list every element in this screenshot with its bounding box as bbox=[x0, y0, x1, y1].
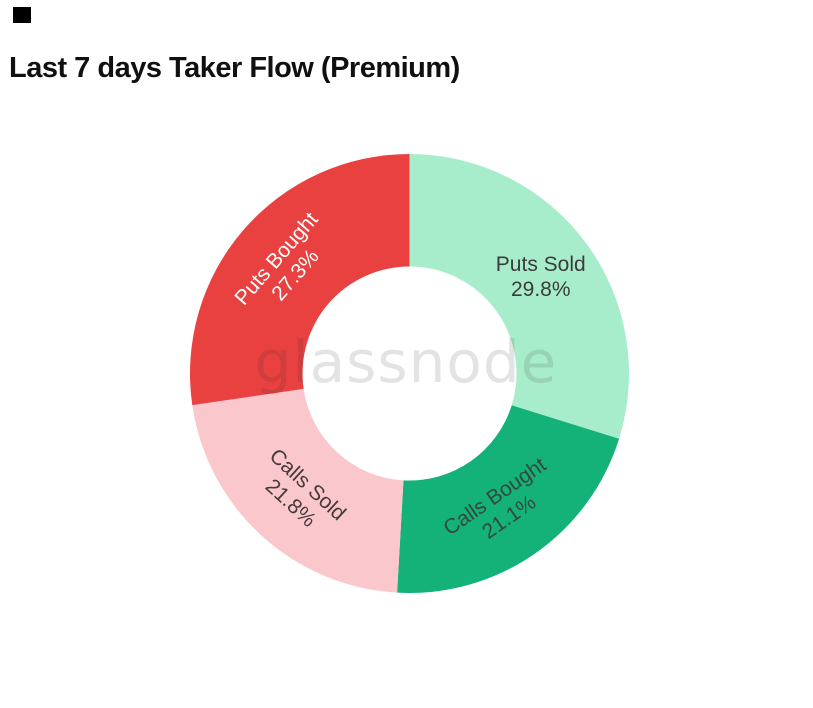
slice-calls-bought[interactable] bbox=[397, 405, 620, 594]
logo-mark bbox=[13, 7, 31, 23]
slice-puts-sold[interactable] bbox=[409, 154, 629, 439]
slice-puts-bought[interactable] bbox=[190, 154, 410, 406]
chart-title: Last 7 days Taker Flow (Premium) bbox=[9, 52, 460, 84]
slice-calls-sold[interactable] bbox=[192, 388, 404, 593]
